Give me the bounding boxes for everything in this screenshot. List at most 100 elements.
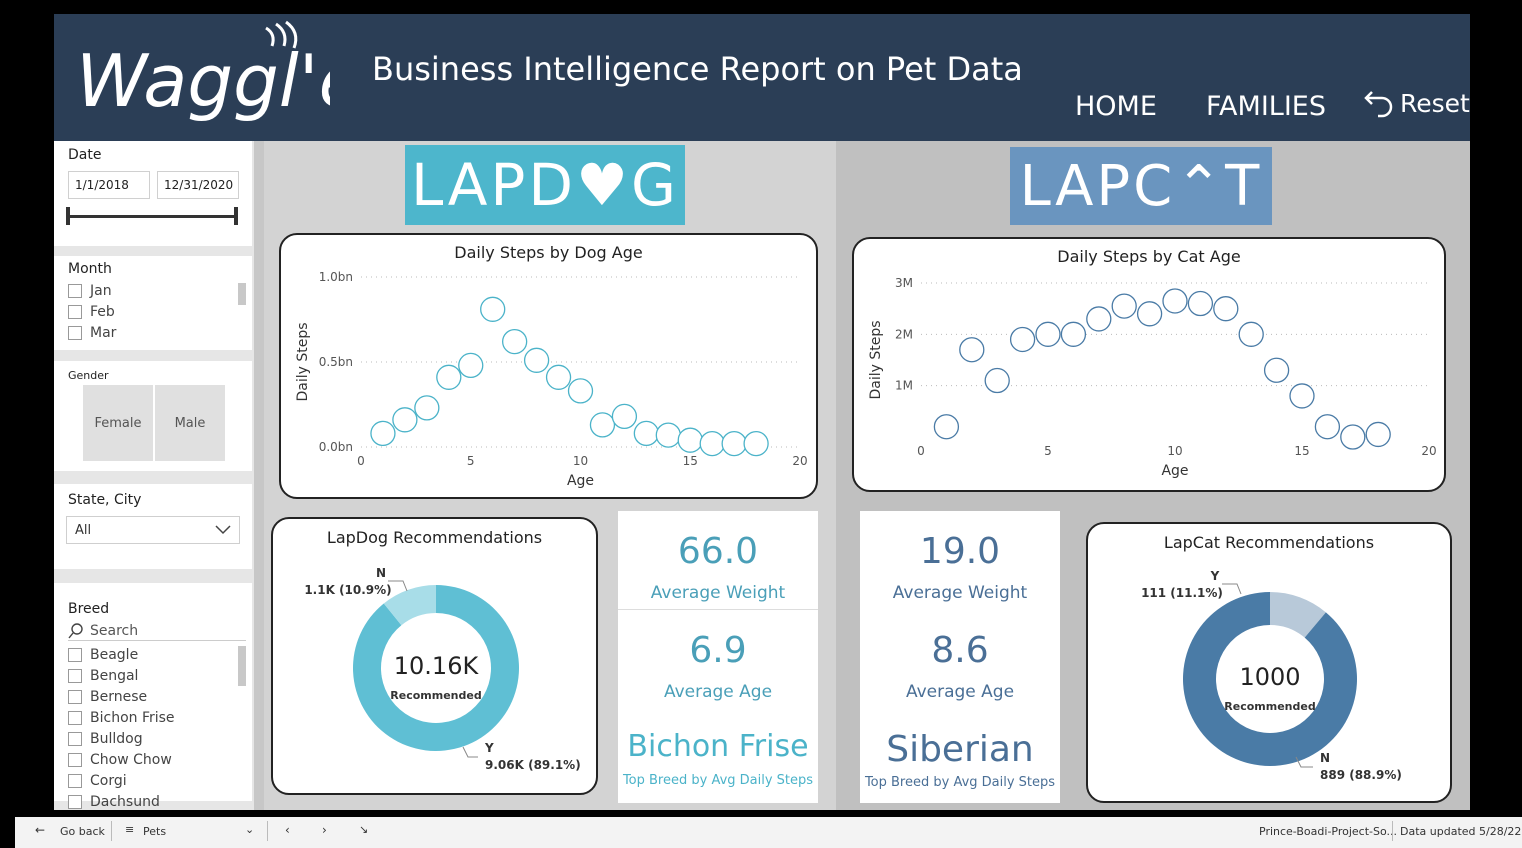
date-slider-start-handle[interactable] [66,207,70,225]
month-option[interactable]: Mar [68,325,116,341]
month-scrollbar[interactable] [238,283,246,305]
pages-list-icon: ≡ [125,823,135,836]
cat-avg-age-value: 8.6 [931,630,989,671]
x-tick-label: 0 [917,444,925,458]
data-point [959,337,985,363]
next-page-icon[interactable]: › [322,823,327,837]
cat-kpi-card: 19.0 Average Weight 8.6 Average Age Sibe… [860,511,1060,803]
collapse-icon[interactable]: ↘ [359,823,369,836]
date-range-slider[interactable] [68,215,236,218]
chevron-down-icon[interactable]: ⌄ [245,823,255,836]
home-button[interactable]: HOME [1075,91,1157,122]
lapdog-donut-chart: 10.16K Recommended N 1.1K (10.9%) Y 9.06K (89… [304,566,580,772]
y-tick-label: 2M [895,327,913,341]
month-slicer: Month Jan Feb Mar [54,256,252,350]
dog-avg-age-label: Average Age [663,682,773,702]
state-city-dropdown[interactable]: All [66,516,240,544]
y-tick-label: 0.0bn [319,440,353,454]
cat-steps-chart-card: Daily Steps by Cat Age 1M 2M 3M 0 5 10 15 20 Age… [852,237,1446,492]
breed-search[interactable]: Search [68,623,246,641]
go-back-button[interactable]: Go back [60,825,105,838]
data-point [1086,306,1112,332]
gender-female-tile[interactable]: Female [83,385,153,461]
data-point [611,403,638,430]
checkbox[interactable] [68,732,82,746]
y-axis-label: Daily Steps [295,322,311,401]
page-selector[interactable]: Pets [143,825,167,838]
data-point [1289,383,1315,409]
checkbox[interactable] [68,648,82,662]
month-option[interactable]: Jan [68,283,112,299]
dog-avg-age-value: 6.9 [689,630,747,671]
data-point [1009,326,1036,353]
report-header: Waggl'e Business Intelligence Report on … [54,14,1470,141]
y-axis-label: Daily Steps [868,320,884,399]
checkbox[interactable] [68,795,82,809]
filter-pane: Date 1/1/2018 12/31/2020 Month Jan Feb M… [54,141,254,810]
x-tick-label: 0 [357,454,365,468]
date-start-input[interactable]: 1/1/2018 [68,171,150,199]
date-slider-end-handle[interactable] [234,207,238,225]
lapcat-rec-title: LapCat Recommendations [1163,533,1375,552]
data-point [1060,321,1087,347]
data-point [458,352,484,379]
cat-panel: LAPC⌃T Daily Steps by Cat Age 1M 2M 3M 0 5 10… [836,141,1470,810]
breed-option[interactable]: Chow Chow [68,752,172,768]
breed-label: Dachsund [90,794,160,810]
breed-option[interactable]: Bichon Frise [68,710,175,726]
checkbox[interactable] [68,711,82,725]
slice-value-label: 111 (11.1%) [1141,586,1223,600]
state-city-title: State, City [68,492,142,508]
prev-page-icon[interactable]: ‹ [285,823,290,837]
data-point [655,422,681,448]
month-option[interactable]: Feb [68,304,115,320]
families-button[interactable]: FAMILIES [1206,91,1326,122]
x-tick-label: 15 [1294,444,1309,458]
x-axis-label: Age [567,473,594,489]
breed-option[interactable]: Bengal [68,668,138,684]
checkbox[interactable] [68,753,82,767]
checkbox[interactable] [68,669,82,683]
gender-slicer: Gender Female Male [54,361,252,471]
dog-panel: LAPD♥G Daily Steps by Dog Age 0.0bn 0.5bn… [264,141,836,810]
back-arrow-icon[interactable]: ← [35,823,46,837]
data-point [1263,357,1290,383]
reset-button[interactable]: Reset [1360,86,1470,120]
breed-option[interactable]: Bernese [68,689,147,705]
state-city-value: All [75,522,92,538]
report-canvas: Waggl'e Business Intelligence Report on … [54,14,1470,810]
checkbox[interactable] [68,284,82,298]
donut-slice [1183,592,1357,766]
checkbox[interactable] [68,774,82,788]
data-point [743,430,769,457]
reset-label: Reset [1400,88,1470,118]
breed-title: Breed [68,601,110,617]
data-point [633,420,660,447]
checkbox[interactable] [68,690,82,704]
leader-line [1222,583,1242,595]
checkbox[interactable] [68,305,82,319]
data-point [589,412,616,438]
x-tick-label: 15 [683,454,698,468]
breed-label: Beagle [90,647,139,663]
breed-option[interactable]: Corgi [68,773,127,789]
date-title: Date [68,147,102,163]
slice-category-label: Y [484,741,494,755]
gender-male-tile[interactable]: Male [155,385,225,461]
y-tick-label: 3M [895,276,913,290]
breed-option[interactable]: Dachsund [68,794,160,810]
x-tick-label: 5 [467,454,475,468]
dog-top-breed-value: Bichon Frise [627,729,809,764]
breed-scrollbar[interactable] [238,646,246,686]
dog-top-breed-label: Top Breed by Avg Daily Steps [622,773,814,788]
cat-avg-weight-value: 19.0 [919,531,1001,572]
dog-chart-title: Daily Steps by Dog Age [454,243,643,262]
data-point [933,414,960,440]
checkbox[interactable] [68,326,82,340]
breed-option[interactable]: Bulldog [68,731,143,747]
data-point [1136,301,1163,327]
breed-option[interactable]: Beagle [68,647,138,663]
date-end-input[interactable]: 12/31/2020 [157,171,239,199]
x-tick-label: 10 [1167,444,1182,458]
data-point [1314,414,1341,440]
